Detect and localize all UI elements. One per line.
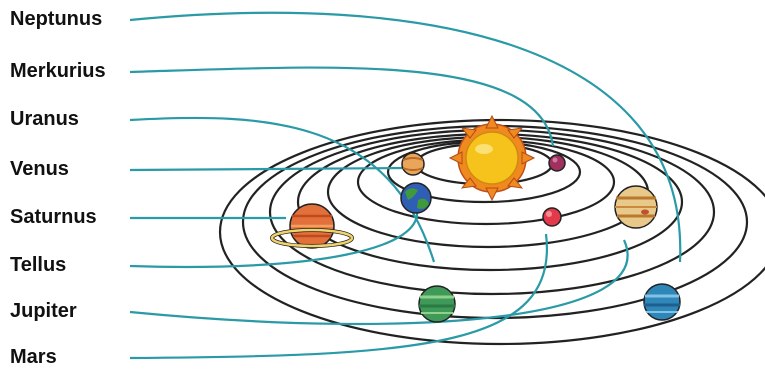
label-jupiter: Jupiter [10, 300, 77, 322]
leader-line-jupiter [129, 239, 629, 326]
leader-line-mars [129, 233, 549, 360]
leader-line-neptunus [129, 11, 682, 263]
leader-lines [129, 11, 682, 360]
leader-line-merkurius [129, 66, 555, 147]
label-neptunus: Neptunus [10, 8, 103, 30]
label-mars: Mars [10, 346, 57, 368]
label-merkurius: Merkurius [10, 60, 106, 82]
earth-icon [400, 182, 432, 214]
mercury-icon [548, 154, 566, 172]
orbit-8 [218, 118, 765, 346]
jupiter-icon [614, 185, 658, 229]
label-venus: Venus [10, 158, 69, 180]
sun-icon [448, 114, 536, 202]
saturn-icon [270, 203, 354, 249]
label-uranus: Uranus [10, 108, 79, 130]
mars-icon [542, 207, 562, 227]
leader-line-venus [129, 166, 407, 172]
neptune-icon [643, 283, 681, 321]
leader-line-tellus [129, 205, 419, 269]
uranus-icon [418, 285, 456, 323]
label-tellus: Tellus [10, 254, 67, 276]
venus-icon [401, 152, 425, 176]
label-saturnus: Saturnus [10, 206, 97, 228]
